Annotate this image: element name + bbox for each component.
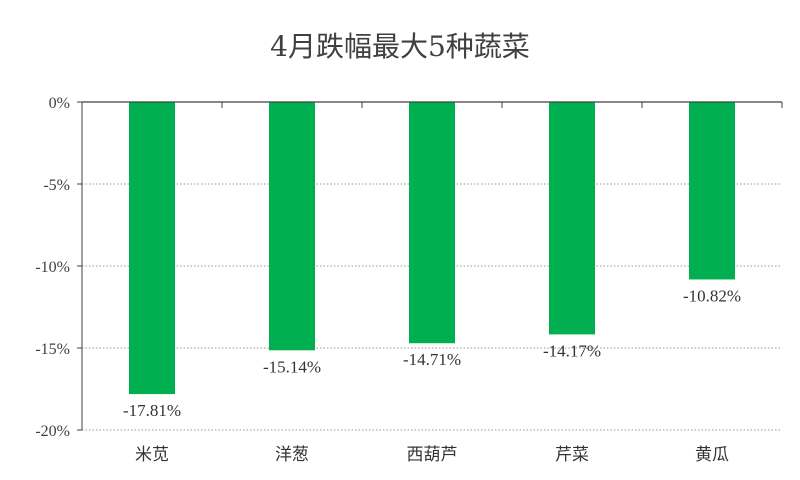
category-label: 米苋 bbox=[135, 445, 169, 465]
y-tick-label: -10% bbox=[35, 259, 70, 276]
bar bbox=[549, 102, 595, 335]
bars bbox=[129, 102, 735, 395]
bar bbox=[129, 102, 175, 395]
axes bbox=[77, 101, 783, 431]
y-tick-label: -5% bbox=[43, 177, 70, 194]
y-tick-label: 0% bbox=[49, 95, 70, 112]
bar bbox=[689, 102, 735, 280]
category-label: 黄瓜 bbox=[695, 445, 729, 465]
data-label: -10.82% bbox=[683, 286, 741, 305]
data-label: -17.81% bbox=[123, 401, 181, 420]
data-label: -14.17% bbox=[543, 341, 601, 360]
data-label: -14.71% bbox=[403, 350, 461, 369]
category-label: 洋葱 bbox=[275, 445, 309, 465]
data-label: -15.14% bbox=[263, 357, 321, 376]
chart-title: 4月跌幅最大5种蔬菜 bbox=[270, 30, 530, 63]
y-tick-label: -15% bbox=[35, 341, 70, 358]
bar bbox=[409, 102, 455, 344]
bar bbox=[269, 102, 315, 351]
category-label: 西葫芦 bbox=[407, 445, 458, 465]
category-label: 芹菜 bbox=[555, 445, 589, 465]
labels: 0% -5% -10% -15% -20% -17.81% 米苋 -15.14% 洋葱 -14.7… bbox=[35, 95, 741, 465]
y-tick-label: -20% bbox=[35, 423, 70, 440]
